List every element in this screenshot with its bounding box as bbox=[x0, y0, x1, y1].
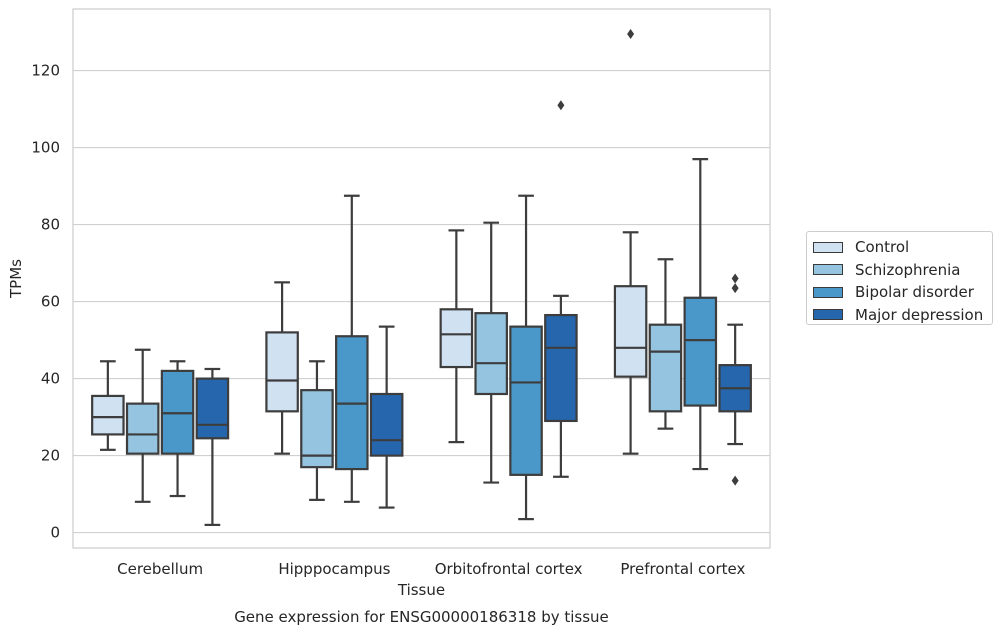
box-0-1 bbox=[265, 281, 299, 455]
box-iqr bbox=[683, 296, 718, 407]
box-iqr bbox=[509, 325, 543, 476]
x-tick-label: Hipppocampus bbox=[278, 560, 390, 578]
y-tick-label: 80 bbox=[41, 216, 60, 234]
legend-item: Control bbox=[807, 236, 992, 259]
box-1-1 bbox=[300, 360, 334, 501]
box-0-2 bbox=[439, 229, 474, 444]
legend-swatch bbox=[813, 241, 843, 253]
y-axis-label: TPMs bbox=[7, 259, 25, 299]
box-2-2 bbox=[509, 194, 543, 521]
box-iqr bbox=[265, 331, 299, 413]
box-iqr bbox=[544, 313, 578, 423]
box-iqr bbox=[195, 377, 230, 440]
box-3-3 bbox=[718, 273, 752, 486]
box-iqr bbox=[125, 402, 160, 455]
box-2-0 bbox=[160, 360, 195, 498]
x-tick-label: Cerebellum bbox=[117, 560, 203, 578]
box-0-3 bbox=[613, 29, 648, 455]
box-0-0 bbox=[91, 360, 125, 451]
outlier-point bbox=[731, 475, 739, 486]
legend-label: Major depression bbox=[855, 305, 984, 324]
legend-swatch bbox=[813, 264, 843, 276]
box-2-1 bbox=[335, 194, 369, 503]
box-iqr bbox=[300, 389, 334, 469]
x-tick-label: Prefrontal cortex bbox=[620, 560, 745, 578]
box-iqr bbox=[613, 285, 648, 378]
outlier-point bbox=[731, 283, 739, 294]
legend-label: Bipolar disorder bbox=[855, 283, 974, 302]
x-tick-label: Orbitofrontal cortex bbox=[435, 560, 583, 578]
box-iqr bbox=[474, 312, 508, 396]
box-2-3 bbox=[683, 158, 718, 471]
outlier-point bbox=[731, 273, 739, 284]
box-3-2 bbox=[544, 100, 578, 478]
box-1-2 bbox=[474, 221, 508, 484]
box-1-0 bbox=[125, 348, 160, 503]
box-3-0 bbox=[195, 367, 230, 527]
legend-item: Schizophrenia bbox=[807, 259, 992, 282]
box-iqr bbox=[439, 308, 474, 369]
legend-label: Schizophrenia bbox=[855, 260, 961, 279]
y-tick-label: 120 bbox=[31, 62, 60, 80]
legend-item: Bipolar disorder bbox=[807, 281, 992, 304]
box-iqr bbox=[369, 392, 404, 457]
box-iqr bbox=[91, 394, 125, 436]
legend-label: Control bbox=[855, 238, 910, 257]
box-plot-marks bbox=[91, 29, 752, 527]
y-tick-label: 100 bbox=[31, 139, 60, 157]
outlier-point bbox=[557, 100, 565, 111]
box-1-3 bbox=[648, 258, 683, 430]
y-tick-label: 20 bbox=[41, 447, 60, 465]
legend-swatch bbox=[813, 309, 843, 321]
legend-swatch bbox=[813, 286, 843, 298]
chart-legend: Control Schizophrenia Bipolar disorder Majo… bbox=[806, 231, 993, 325]
legend-item: Major depression bbox=[807, 304, 992, 327]
x-axis-ticks: Cerebellum Hipppocampus Orbitofrontal cort… bbox=[117, 560, 745, 578]
y-axis-ticks: 0 20 40 60 80 100 120 bbox=[31, 62, 60, 542]
plot-area-border bbox=[72, 8, 771, 549]
chart-title: Gene expression for ENSG00000186318 by t… bbox=[234, 608, 609, 626]
y-tick-label: 60 bbox=[41, 293, 60, 311]
y-tick-label: 0 bbox=[50, 524, 60, 542]
box-3-1 bbox=[369, 325, 404, 509]
x-axis-label: Tissue bbox=[397, 581, 445, 599]
y-tick-label: 40 bbox=[41, 370, 60, 388]
outlier-point bbox=[627, 29, 635, 40]
box-iqr bbox=[648, 323, 683, 413]
